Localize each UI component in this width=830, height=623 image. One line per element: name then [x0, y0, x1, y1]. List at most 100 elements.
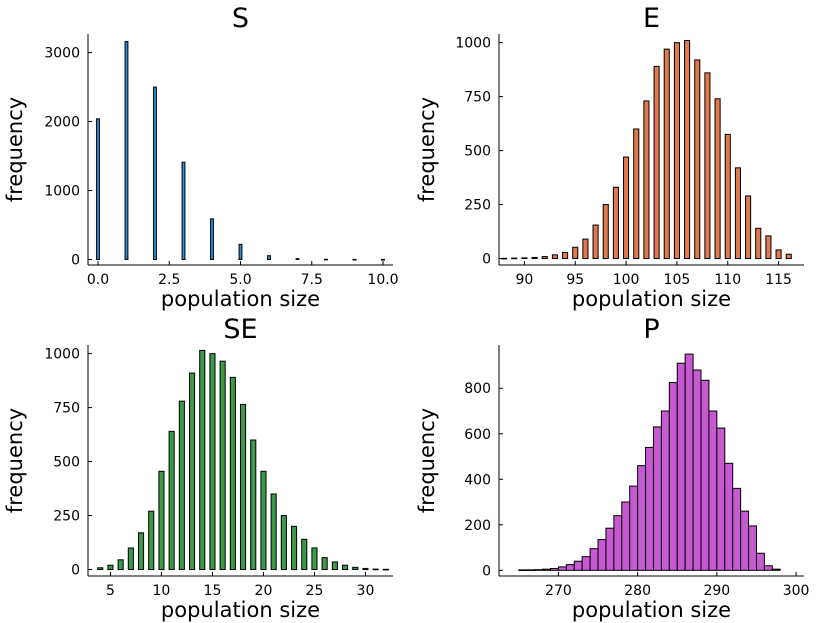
bar-p — [716, 427, 726, 571]
bar-p — [660, 410, 670, 571]
bar-p — [605, 527, 615, 571]
bar-p — [748, 525, 757, 571]
bar-e — [541, 256, 548, 260]
chart-title-p: P — [643, 314, 659, 345]
bar-p — [732, 487, 742, 571]
y-axis-label-s: frequency — [3, 97, 27, 202]
bar-p — [755, 552, 765, 571]
bar-s — [381, 258, 385, 261]
y-axis-label-e: frequency — [415, 97, 439, 202]
bar-se — [240, 403, 247, 571]
bar-s — [238, 243, 243, 260]
bar-se — [372, 568, 379, 571]
bar-e — [724, 133, 731, 260]
bar-se — [219, 360, 226, 571]
panel-e: E 90 95 100 105 110 115 0 250 500 750 1000 populatio… — [415, 3, 804, 311]
x-axis-label-p: population size — [572, 598, 731, 622]
chart-title-se: SE — [223, 314, 257, 345]
bar-p — [763, 565, 773, 571]
y-tick-label-se: 250 — [53, 509, 80, 525]
bar-s — [153, 86, 157, 260]
bar-se — [342, 564, 349, 571]
x-tick-label-p: 280 — [624, 583, 651, 599]
x-tick-label-p: 290 — [703, 583, 730, 599]
bar-s — [352, 258, 357, 261]
y-tick-label-s: 0 — [71, 252, 80, 268]
x-tick-label-s: 10.0 — [367, 272, 398, 288]
bar-e — [714, 98, 721, 260]
bar-se — [280, 515, 287, 571]
bar-se — [270, 493, 277, 571]
bar-p — [613, 515, 623, 571]
y-tick-label-se: 0 — [71, 563, 80, 579]
bar-e — [734, 167, 741, 260]
x-axis-label-se: population size — [161, 598, 320, 622]
bar-e — [521, 257, 528, 260]
x-tick-label-se: 25 — [306, 583, 324, 599]
bar-se — [117, 559, 124, 571]
bar-s — [210, 218, 214, 260]
x-tick-label-e: 95 — [566, 272, 584, 288]
bar-e — [663, 48, 670, 260]
bar-se — [311, 547, 318, 571]
bar-p — [557, 566, 567, 571]
bar-se — [321, 557, 328, 571]
bar-se — [291, 525, 298, 571]
bar-se — [127, 547, 134, 571]
panel-p: P 270 280 290 300 0 200 400 600 800 population siz… — [415, 314, 809, 622]
bar-p — [652, 426, 662, 571]
bar-se — [168, 430, 175, 571]
bar-e — [612, 186, 619, 260]
x-tick-label-s: 2.5 — [158, 272, 180, 288]
bar-e — [653, 65, 660, 260]
x-tick-label-p: 270 — [545, 583, 572, 599]
x-axis-label-s: population size — [161, 287, 320, 311]
bar-p — [708, 410, 718, 571]
bar-p — [534, 569, 544, 571]
y-tick-label-s: 3000 — [44, 46, 80, 62]
x-tick-label-e: 105 — [664, 272, 691, 288]
chart-title-s: S — [232, 3, 249, 34]
bar-s — [181, 161, 186, 260]
x-tick-label-e: 100 — [613, 272, 640, 288]
x-tick-label-se: 30 — [357, 583, 375, 599]
y-tick-label-p: 200 — [464, 518, 491, 534]
bar-se — [97, 567, 104, 571]
x-axis-label-e: population size — [572, 287, 731, 311]
bar-e — [572, 246, 579, 260]
bar-p — [724, 462, 734, 571]
x-tick-label-p: 300 — [783, 583, 810, 599]
y-tick-label-e: 750 — [464, 90, 491, 106]
bar-e — [643, 100, 650, 260]
x-tick-label-e: 110 — [714, 272, 741, 288]
bar-p — [668, 382, 678, 571]
bar-p — [565, 564, 575, 571]
bar-se — [188, 372, 196, 571]
y-tick-label-p: 600 — [464, 427, 491, 443]
x-tick-label-s: 5.0 — [229, 272, 251, 288]
bar-e — [755, 227, 762, 260]
panel-se: SE 5 10 15 20 25 30 0 250 500 750 1000 population si… — [3, 314, 393, 622]
x-tick-label-se: 5 — [106, 583, 115, 599]
bar-se — [178, 400, 185, 571]
bar-p — [771, 568, 781, 571]
bar-s — [324, 258, 328, 261]
bar-e — [633, 128, 640, 260]
x-tick-label-se: 15 — [204, 583, 222, 599]
x-tick-label-se: 10 — [153, 583, 171, 599]
bar-p — [700, 379, 710, 571]
x-tick-label-s: 0.0 — [87, 272, 109, 288]
bar-e — [562, 251, 569, 260]
bar-e — [592, 224, 599, 260]
bar-p — [518, 569, 528, 571]
bar-s — [267, 255, 271, 260]
bar-p — [597, 539, 607, 571]
x-tick-label-e: 115 — [765, 272, 792, 288]
x-tick-label-e: 90 — [516, 272, 534, 288]
bar-p — [589, 548, 599, 571]
y-tick-label-p: 800 — [464, 381, 491, 397]
bar-s — [124, 41, 129, 260]
bar-e — [623, 156, 630, 260]
bar-p — [740, 510, 750, 571]
